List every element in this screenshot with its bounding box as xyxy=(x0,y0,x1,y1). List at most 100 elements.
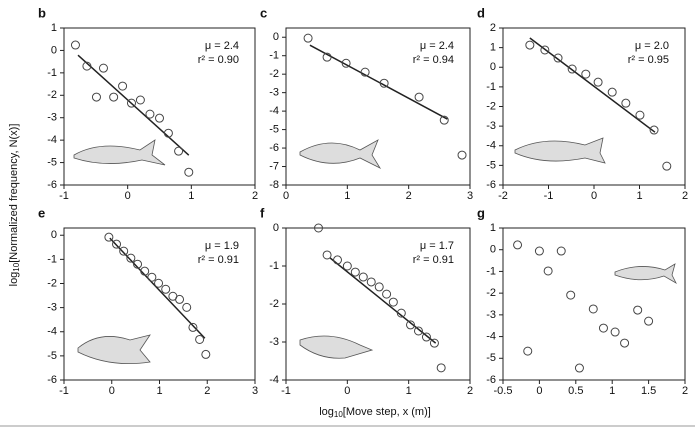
y-tick-label: -3 xyxy=(269,87,279,99)
fit-annotation: μ = 2.4 xyxy=(420,40,454,52)
tuna-icon xyxy=(300,140,380,168)
x-tick-label: 2 xyxy=(682,385,688,397)
x-tick-label: 3 xyxy=(252,385,258,397)
x-tick-label: -1 xyxy=(59,190,69,202)
x-tick-label: 0 xyxy=(591,190,597,202)
x-tick-label: 1 xyxy=(636,190,642,202)
data-point xyxy=(594,78,602,86)
data-point xyxy=(535,247,543,255)
data-point xyxy=(589,305,597,313)
y-tick-label: -3 xyxy=(486,309,496,321)
data-point xyxy=(415,93,423,101)
x-tick-label: 1 xyxy=(188,190,194,202)
fit-annotation: r² = 0.91 xyxy=(413,254,454,266)
y-tick-label: -5 xyxy=(47,350,57,362)
y-tick-label: -4 xyxy=(269,105,279,117)
y-tick-label: 1 xyxy=(490,42,496,54)
data-point xyxy=(196,335,204,343)
y-tick-label: -2 xyxy=(269,298,279,310)
data-point xyxy=(156,114,164,122)
panel-label: e xyxy=(38,205,45,220)
data-point xyxy=(176,295,184,303)
x-tick-label: -1 xyxy=(59,385,69,397)
fit-line xyxy=(110,238,205,338)
data-point xyxy=(110,93,118,101)
data-point xyxy=(524,347,532,355)
y-tick-label: -3 xyxy=(269,336,279,348)
panel-label: g xyxy=(477,205,485,220)
data-point xyxy=(183,303,191,311)
y-tick-label: -2 xyxy=(486,287,496,299)
x-axis-label: log10[Move step, x (m)] xyxy=(319,406,431,419)
data-point xyxy=(351,268,359,276)
y-tick-label: -5 xyxy=(486,352,496,364)
y-tick-label: 0 xyxy=(273,31,279,43)
data-point xyxy=(71,41,79,49)
data-point xyxy=(92,93,100,101)
y-tick-label: -1 xyxy=(269,50,279,62)
data-point xyxy=(608,88,616,96)
x-tick-label: 1.5 xyxy=(641,385,656,397)
x-tick-label: 0 xyxy=(109,385,115,397)
data-point xyxy=(323,251,331,259)
data-point xyxy=(557,247,565,255)
data-point xyxy=(622,99,630,107)
x-tick-label: 1 xyxy=(344,190,350,202)
y-tick-label: -6 xyxy=(486,179,496,191)
y-tick-label: -8 xyxy=(269,179,279,191)
panel-label: b xyxy=(38,5,46,20)
fit-annotation: μ = 2.0 xyxy=(635,40,669,52)
data-point xyxy=(136,96,144,104)
animal-icons xyxy=(74,138,676,364)
fit-annotation: r² = 0.95 xyxy=(628,54,669,66)
x-tick-label: 3 xyxy=(467,190,473,202)
x-tick-label: 2 xyxy=(252,190,258,202)
plot-frame xyxy=(503,228,685,380)
data-point xyxy=(567,291,575,299)
x-tick-label: 0.5 xyxy=(568,385,583,397)
y-tick-label: -7 xyxy=(269,160,279,172)
y-tick-label: -4 xyxy=(486,330,496,342)
y-tick-label: 0 xyxy=(490,61,496,73)
data-point xyxy=(599,324,607,332)
y-tick-label: -1 xyxy=(269,260,279,272)
fit-annotation: r² = 0.91 xyxy=(198,254,239,266)
data-point xyxy=(334,256,342,264)
x-tick-label: 0 xyxy=(536,385,542,397)
data-point xyxy=(634,306,642,314)
fit-line xyxy=(78,55,189,155)
y-tick-label: -2 xyxy=(47,277,57,289)
data-point xyxy=(663,162,671,170)
y-tick-label: -2 xyxy=(47,89,57,101)
figure: log10[Normalized frequency, N(x)] log10[… xyxy=(0,0,695,430)
data-point xyxy=(575,364,583,372)
x-tick-label: 2 xyxy=(467,385,473,397)
fit-annotation: μ = 1.7 xyxy=(420,240,454,252)
data-point xyxy=(119,82,127,90)
y-tick-label: -3 xyxy=(47,112,57,124)
x-tick-label: 2 xyxy=(406,190,412,202)
data-point xyxy=(155,279,163,287)
panel-label: f xyxy=(260,205,265,220)
data-point xyxy=(202,350,210,358)
data-point xyxy=(621,339,629,347)
penguin-icon xyxy=(300,336,372,358)
x-tick-label: 0 xyxy=(125,190,131,202)
data-point xyxy=(304,34,312,42)
y-tick-label: -6 xyxy=(269,142,279,154)
data-point xyxy=(582,70,590,78)
y-tick-label: -5 xyxy=(47,156,57,168)
fit-annotation: μ = 2.4 xyxy=(205,40,239,52)
shark-icon xyxy=(74,140,165,165)
data-point xyxy=(645,317,653,325)
data-point xyxy=(162,285,170,293)
fit-annotation: r² = 0.94 xyxy=(413,54,454,66)
data-point xyxy=(120,247,128,255)
y-tick-label: 0 xyxy=(51,44,57,56)
y-tick-label: 1 xyxy=(490,222,496,234)
y-tick-label: -5 xyxy=(486,159,496,171)
x-tick-label: 0 xyxy=(283,190,289,202)
y-axis-label: log10[Normalized frequency, N(x)] xyxy=(8,124,21,287)
data-point xyxy=(526,41,534,49)
data-point xyxy=(367,278,375,286)
